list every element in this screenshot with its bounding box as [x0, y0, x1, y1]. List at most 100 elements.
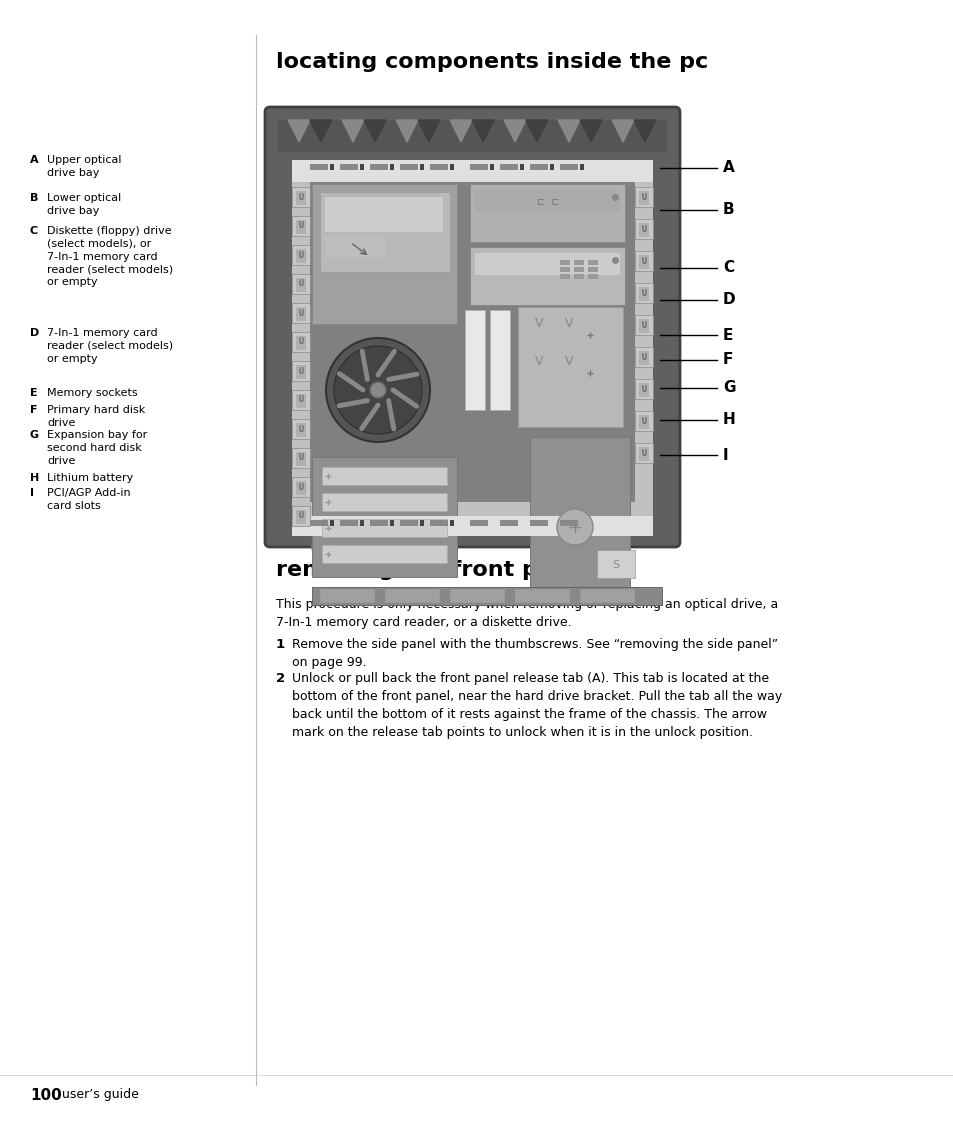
- Text: U: U: [640, 448, 646, 457]
- Circle shape: [370, 382, 386, 398]
- Text: Primary hard disk
drive: Primary hard disk drive: [47, 405, 145, 428]
- Text: U: U: [640, 320, 646, 329]
- Text: Memory sockets: Memory sockets: [47, 389, 137, 398]
- Bar: [515, 588, 569, 603]
- Polygon shape: [288, 120, 310, 141]
- Circle shape: [334, 346, 421, 433]
- Bar: [359, 164, 364, 170]
- Bar: [385, 588, 439, 603]
- Bar: [319, 192, 450, 272]
- Bar: [639, 416, 648, 429]
- Bar: [295, 249, 306, 263]
- Text: 100: 100: [30, 1088, 62, 1103]
- Text: U: U: [298, 424, 303, 433]
- Text: This procedure is only necessary when removing or replacing an optical drive, a
: This procedure is only necessary when re…: [275, 599, 778, 629]
- Bar: [574, 267, 583, 272]
- Text: U: U: [640, 384, 646, 393]
- Bar: [277, 120, 666, 152]
- Bar: [399, 520, 417, 526]
- Text: U: U: [298, 395, 303, 404]
- Text: U: U: [298, 483, 303, 492]
- Text: V: V: [535, 355, 543, 368]
- Bar: [639, 255, 648, 270]
- Bar: [635, 378, 652, 399]
- Bar: [310, 520, 328, 526]
- Bar: [639, 191, 648, 206]
- Circle shape: [557, 509, 593, 545]
- Bar: [339, 520, 357, 526]
- Bar: [295, 279, 306, 292]
- Bar: [295, 220, 306, 234]
- Text: B: B: [30, 193, 38, 203]
- Bar: [399, 164, 417, 170]
- Text: A: A: [30, 155, 38, 165]
- Bar: [370, 520, 388, 526]
- Bar: [517, 307, 622, 427]
- Polygon shape: [525, 120, 547, 141]
- Bar: [292, 448, 310, 468]
- Bar: [370, 164, 388, 170]
- Text: U: U: [298, 221, 303, 230]
- Polygon shape: [612, 120, 634, 141]
- Text: 2: 2: [275, 672, 285, 685]
- Bar: [292, 515, 652, 536]
- Bar: [470, 164, 488, 170]
- Bar: [295, 423, 306, 437]
- Bar: [597, 550, 635, 578]
- Bar: [292, 332, 310, 351]
- Bar: [295, 307, 306, 321]
- Bar: [559, 164, 578, 170]
- Bar: [490, 310, 510, 410]
- Text: U: U: [298, 454, 303, 463]
- Text: U: U: [640, 256, 646, 265]
- Text: U: U: [298, 280, 303, 289]
- Text: G: G: [722, 381, 735, 395]
- Text: C: C: [30, 226, 38, 236]
- Polygon shape: [558, 120, 579, 141]
- Bar: [292, 188, 310, 207]
- Text: I: I: [722, 447, 728, 463]
- Text: Expansion bay for
second hard disk
drive: Expansion bay for second hard disk drive: [47, 430, 147, 466]
- Bar: [295, 336, 306, 350]
- Bar: [530, 164, 547, 170]
- Text: 1: 1: [275, 638, 285, 651]
- Circle shape: [561, 529, 598, 565]
- Bar: [312, 457, 456, 577]
- Polygon shape: [417, 120, 439, 141]
- Bar: [295, 191, 306, 206]
- Bar: [295, 510, 306, 524]
- Bar: [559, 274, 569, 279]
- Bar: [450, 520, 454, 526]
- Bar: [639, 351, 648, 365]
- Bar: [470, 184, 624, 241]
- Bar: [390, 520, 394, 526]
- Text: V: V: [564, 355, 573, 368]
- Bar: [325, 237, 385, 257]
- Bar: [312, 184, 456, 325]
- Text: U: U: [298, 366, 303, 375]
- Bar: [359, 520, 364, 526]
- Text: user’s guide: user’s guide: [62, 1088, 139, 1101]
- Bar: [292, 245, 310, 265]
- Text: U: U: [298, 511, 303, 520]
- Bar: [295, 365, 306, 378]
- Text: I: I: [30, 489, 34, 497]
- Bar: [530, 520, 547, 526]
- Text: H: H: [722, 412, 735, 428]
- Text: Remove the side panel with the thumbscrews. See “removing the side panel”
on pag: Remove the side panel with the thumbscre…: [292, 638, 778, 669]
- FancyBboxPatch shape: [265, 107, 679, 547]
- Text: B: B: [722, 202, 734, 218]
- Text: C: C: [722, 261, 734, 275]
- Bar: [559, 520, 578, 526]
- Text: F: F: [722, 353, 733, 367]
- Bar: [322, 519, 447, 537]
- Bar: [519, 164, 523, 170]
- Text: Lower optical
drive bay: Lower optical drive bay: [47, 193, 121, 216]
- Bar: [559, 261, 569, 265]
- Bar: [330, 164, 334, 170]
- Text: locating components inside the pc: locating components inside the pc: [275, 52, 707, 72]
- Bar: [635, 347, 652, 367]
- Bar: [450, 164, 454, 170]
- Bar: [292, 419, 310, 439]
- Text: U: U: [640, 192, 646, 201]
